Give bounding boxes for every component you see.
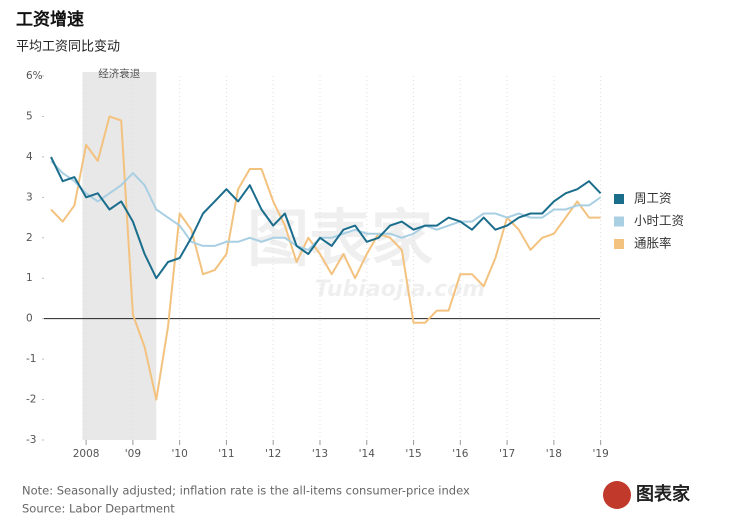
y-tick-label: -1 [26,353,36,365]
legend-label: 周工资 [634,191,672,206]
y-tick-label: 6% [26,70,43,82]
recession-label: 经济衰退 [98,67,140,80]
series-line [50,115,601,401]
x-tick-label: '12 [265,448,281,460]
recession-band [82,72,157,440]
legend-label: 通胀率 [634,236,672,251]
y-tick-label: 0 [26,313,33,325]
x-tick-label: '11 [218,448,234,460]
x-tick-label: '13 [312,448,328,460]
logo: 图表家 [636,483,691,505]
series-line [50,160,602,251]
series-line [50,156,602,280]
legend-swatch [614,216,624,227]
x-tick-label: 2008 [73,448,100,460]
y-tick-label: 5 [26,110,33,122]
x-tick-label: '17 [499,448,515,460]
legend-label: 小时工资 [634,213,684,228]
source: Source: Labor Department [22,502,175,516]
y-tick-label: 4 [26,151,33,163]
note: Note: Seasonally adjusted; inflation rat… [22,484,470,498]
y-tick-label: 3 [26,191,33,203]
chart-title: 工资增速 [16,9,84,30]
x-tick-label: '19 [593,448,609,460]
legend-swatch [614,239,624,249]
legend-swatch [614,194,624,204]
x-tick-label: '10 [172,448,188,460]
y-tick-label: -3 [26,434,36,446]
chart-subtitle: 平均工资同比变动 [16,39,120,55]
y-tick-label: 1 [26,272,33,284]
y-tick-label: 2 [26,232,33,244]
y-tick-label: -2 [26,394,36,406]
x-tick-label: '18 [546,448,562,460]
watermark-sub: Tubiaojia.com [315,277,485,302]
logo-icon [603,481,631,509]
x-tick-label: '14 [359,448,376,460]
x-tick-label: '15 [405,448,421,460]
x-tick-label: '09 [125,448,141,460]
x-tick-label: '16 [452,448,469,460]
